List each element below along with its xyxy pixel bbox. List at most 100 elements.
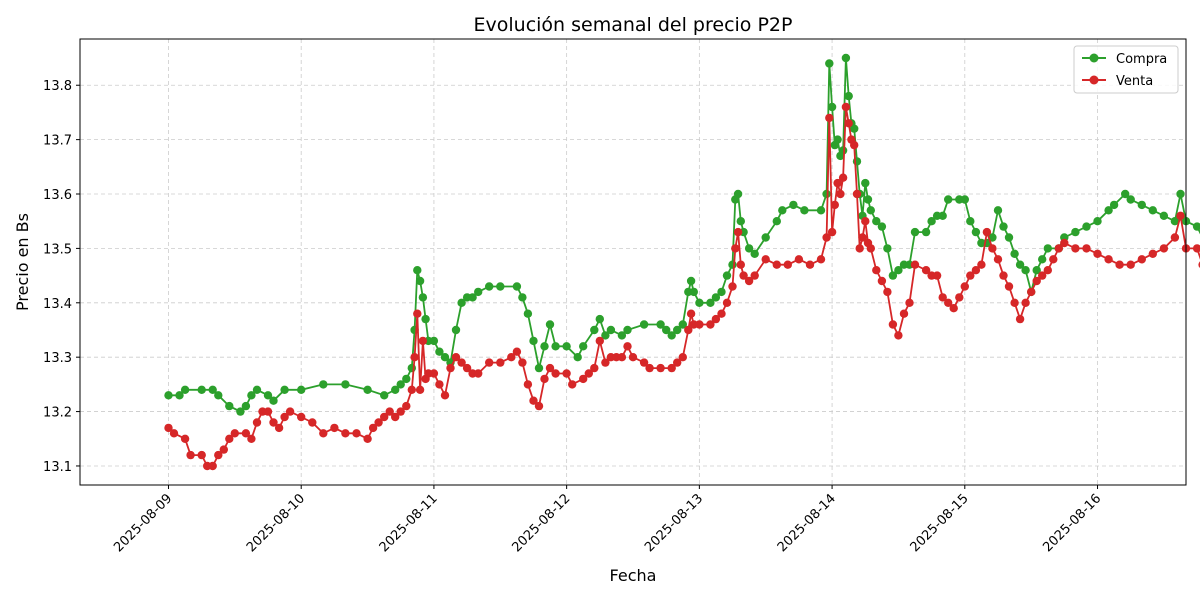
data-point-compra xyxy=(850,124,859,133)
legend-label-compra: Compra xyxy=(1116,52,1167,67)
y-tick-label: 13.7 xyxy=(43,134,72,149)
data-point-venta xyxy=(645,363,654,373)
data-point-compra xyxy=(421,314,430,324)
y-tick-label: 13.4 xyxy=(43,297,72,312)
data-point-compra xyxy=(894,266,903,275)
data-point-compra xyxy=(736,217,745,226)
data-point-compra xyxy=(429,336,439,346)
data-point-venta xyxy=(595,336,604,346)
data-point-venta xyxy=(872,266,881,275)
data-point-venta xyxy=(385,407,394,416)
data-point-venta xyxy=(551,369,560,378)
data-point-venta xyxy=(330,423,339,433)
data-point-venta xyxy=(380,412,389,422)
data-point-venta xyxy=(944,298,953,307)
data-point-venta xyxy=(855,244,864,253)
data-point-compra xyxy=(971,227,981,237)
data-point-venta xyxy=(415,385,425,394)
data-point-venta xyxy=(1082,244,1091,253)
data-point-compra xyxy=(999,222,1008,231)
data-point-venta xyxy=(822,233,831,242)
data-point-venta xyxy=(396,407,405,416)
data-point-venta xyxy=(164,423,173,433)
data-point-compra xyxy=(380,391,389,400)
data-point-venta xyxy=(407,385,416,394)
data-point-venta xyxy=(684,325,693,335)
data-point-venta xyxy=(568,380,577,389)
data-point-compra xyxy=(396,380,405,389)
data-point-compra xyxy=(827,102,837,112)
data-point-venta xyxy=(247,434,256,443)
data-point-compra xyxy=(1038,255,1047,264)
data-point-venta xyxy=(518,358,527,367)
data-point-venta xyxy=(197,450,206,460)
data-point-compra xyxy=(877,222,887,231)
data-point-compra xyxy=(1137,200,1147,210)
data-point-venta xyxy=(1043,266,1053,275)
data-point-venta xyxy=(485,358,494,367)
data-point-compra xyxy=(673,325,682,335)
data-point-compra xyxy=(816,206,826,215)
data-point-compra xyxy=(1043,244,1053,253)
data-point-venta xyxy=(496,358,505,367)
data-point-compra xyxy=(457,298,466,307)
data-point-compra xyxy=(1004,233,1014,242)
data-point-compra xyxy=(833,135,842,144)
data-point-venta xyxy=(971,266,981,275)
data-point-venta xyxy=(429,369,439,378)
data-point-venta xyxy=(836,189,845,199)
data-point-venta xyxy=(1021,298,1030,307)
data-point-venta xyxy=(435,380,444,389)
data-point-venta xyxy=(391,412,400,422)
data-point-venta xyxy=(722,298,732,307)
data-point-compra xyxy=(579,342,588,351)
data-point-venta xyxy=(186,450,195,460)
data-point-compra xyxy=(1093,217,1102,226)
data-point-venta xyxy=(838,173,848,182)
data-point-compra xyxy=(573,353,582,362)
data-point-venta xyxy=(169,429,179,438)
data-point-compra xyxy=(595,314,604,324)
data-point-venta xyxy=(285,407,295,416)
data-point-compra xyxy=(1121,189,1130,199)
data-point-compra xyxy=(418,293,428,302)
data-point-compra xyxy=(711,293,721,302)
data-point-venta xyxy=(440,391,450,400)
data-point-compra xyxy=(391,385,400,394)
data-point-venta xyxy=(841,102,851,112)
data-point-compra xyxy=(722,271,732,280)
data-point-venta xyxy=(269,418,278,427)
data-point-compra xyxy=(297,385,306,394)
data-point-venta xyxy=(446,363,455,373)
data-point-compra xyxy=(623,325,632,335)
data-point-compra xyxy=(269,396,278,405)
data-point-venta xyxy=(617,353,627,362)
data-point-compra xyxy=(590,325,599,335)
data-point-venta xyxy=(1060,238,1069,248)
data-point-venta xyxy=(219,445,228,454)
data-point-compra xyxy=(435,347,444,356)
data-point-compra xyxy=(772,217,781,226)
data-point-compra xyxy=(252,385,262,394)
data-point-compra xyxy=(993,206,1003,215)
data-point-venta xyxy=(214,450,223,460)
data-point-compra xyxy=(695,298,704,307)
data-point-venta xyxy=(866,244,875,253)
data-point-venta xyxy=(225,434,234,443)
y-tick-label: 13.8 xyxy=(43,79,72,94)
data-point-venta xyxy=(736,260,745,269)
data-point-venta xyxy=(1176,211,1185,220)
legend-marker-venta xyxy=(1089,75,1099,85)
data-point-compra xyxy=(440,353,450,362)
data-point-venta xyxy=(1071,244,1080,253)
data-point-venta xyxy=(750,271,759,280)
legend: Compra Venta xyxy=(1073,45,1179,94)
data-point-venta xyxy=(678,353,687,362)
data-point-venta xyxy=(374,418,383,427)
data-point-venta xyxy=(1032,276,1041,286)
data-point-compra xyxy=(966,217,975,226)
data-point-compra xyxy=(551,342,560,351)
data-point-venta xyxy=(844,119,853,128)
data-point-venta xyxy=(534,401,544,411)
data-point-venta xyxy=(852,189,862,199)
